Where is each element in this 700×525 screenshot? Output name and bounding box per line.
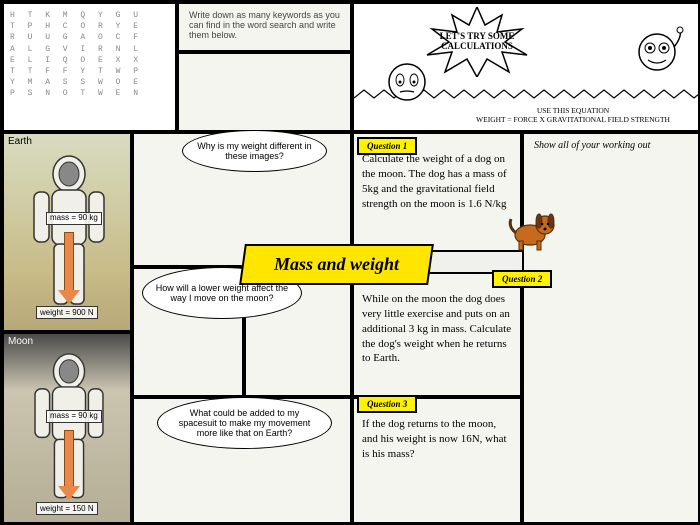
wordsearch-grid: H T K M Q Y G U T P H C O R Y E R U U G … (4, 4, 175, 106)
instruction-panel: Write down as many keywords as you can f… (177, 2, 352, 52)
moon-mass: mass = 90 kg (46, 410, 102, 423)
face-left-icon (382, 52, 432, 102)
wordsearch-panel: H T K M Q Y G U T P H C O R Y E R U U G … (2, 2, 177, 132)
earth-weight: weight = 900 N (36, 306, 98, 319)
earth-astronaut-panel: Earth mass = 90 kg weight = 900 N (2, 132, 132, 332)
bubble-1: Why is my weight different in these imag… (182, 130, 327, 172)
q2-text: While on the moon the dog does very litt… (354, 274, 520, 374)
instruction-text: Write down as many keywords as you can f… (179, 4, 350, 46)
moon-label: Moon (8, 336, 33, 347)
earth-label: Earth (8, 136, 32, 147)
q1-label: Question 1 (357, 137, 417, 155)
title-banner: Mass and weight (239, 244, 434, 285)
q3-panel: If the dog returns to the moon, and his … (352, 397, 522, 524)
equation-block: USE THIS EQUATION WEIGHT = FORCE X GRAVI… (463, 106, 683, 124)
earth-arrow-icon (64, 232, 74, 292)
q2-label: Question 2 (492, 270, 552, 288)
earth-mass: mass = 90 kg (46, 212, 102, 225)
keywords-blank (177, 52, 352, 132)
moon-weight: weight = 150 N (36, 502, 98, 515)
working-label: Show all of your working out (524, 134, 698, 157)
q2-panel: While on the moon the dog does very litt… (352, 272, 522, 397)
face-right-icon (632, 22, 687, 77)
dog-icon (505, 197, 560, 252)
starburst: LET'S TRY SOME CALCULATIONS (422, 7, 532, 77)
working-panel: Show all of your working out (522, 132, 700, 524)
bubble-3: What could be added to my spacesuit to m… (157, 397, 332, 449)
q3-label: Question 3 (357, 395, 417, 413)
moon-astronaut-panel: Moon mass = 90 kg weight = 150 N (2, 332, 132, 524)
moon-arrow-icon (64, 430, 74, 488)
